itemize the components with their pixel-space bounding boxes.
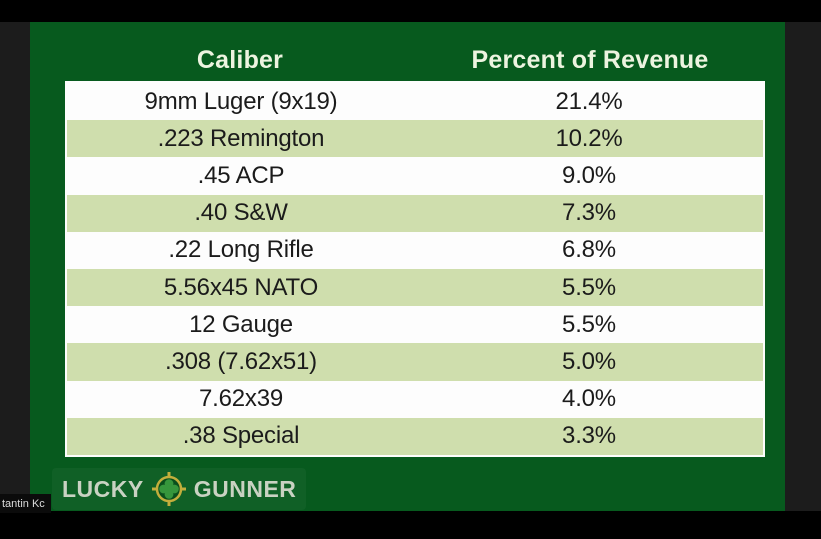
caliber-cell: .45 ACP <box>197 162 285 189</box>
side-gutter-left <box>0 22 30 511</box>
table-row: .22 Long Rifle 6.8% <box>67 231 763 270</box>
caliber-column-header: Caliber <box>196 45 284 74</box>
percent-cell: 6.8% <box>562 236 616 264</box>
table-row: .223 Remington 10.2% <box>67 120 763 158</box>
caliber-cell: .308 (7.62x51) <box>165 348 317 376</box>
table-row: 12 Gauge 5.5% <box>67 306 763 344</box>
caliber-cell: 9mm Luger (9x19) <box>144 87 338 115</box>
screen-share-stage: Caliber Percent of Revenue 9mm Luger (9x… <box>0 22 821 511</box>
table-row: 9mm Luger (9x19) 21.4% <box>67 83 763 121</box>
logo-word-lucky: LUCKY <box>62 475 144 502</box>
participant-name-tag: tantin Kc <box>0 494 51 513</box>
caliber-cell: .22 Long Rifle <box>168 236 314 264</box>
table-header-row: Caliber Percent of Revenue <box>65 42 765 78</box>
percent-cell: 5.0% <box>562 348 616 376</box>
caliber-cell: 7.62x39 <box>198 385 283 413</box>
percent-cell: 7.3% <box>562 199 616 227</box>
percent-cell: 21.4% <box>555 87 623 115</box>
percent-cell: 5.5% <box>562 310 616 338</box>
table-row: 7.62x39 4.0% <box>67 380 763 418</box>
percent-cell: 5.5% <box>562 273 616 301</box>
caliber-cell: .223 Remington <box>157 124 325 152</box>
table-row: .38 Special 3.3% <box>67 417 763 456</box>
percent-column-header: Percent of Revenue <box>471 45 709 74</box>
table-row: .45 ACP 9.0% <box>67 157 763 195</box>
percent-cell: 10.2% <box>555 124 623 152</box>
caliber-cell: 12 Gauge <box>189 310 293 338</box>
table-row: .308 (7.62x51) 5.0% <box>67 343 763 381</box>
letterbox-bottom <box>0 511 821 539</box>
presentation-slide: Caliber Percent of Revenue 9mm Luger (9x… <box>30 22 785 511</box>
table-row: 5.56x45 NATO 5.5% <box>67 269 763 307</box>
caliber-cell: .40 S&W <box>194 199 288 227</box>
revenue-table: 9mm Luger (9x19) 21.4% .223 Remington 10.2%… <box>65 81 765 457</box>
percent-cell: 4.0% <box>562 385 616 413</box>
caliber-cell: 5.56x45 NATO <box>163 273 319 301</box>
percent-cell: 9.0% <box>562 162 616 189</box>
lucky-gunner-logo: LUCKY GUNNER <box>52 468 307 510</box>
letterbox-top <box>0 0 821 22</box>
table-row: .40 S&W 7.3% <box>67 194 763 232</box>
percent-cell: 3.3% <box>562 422 616 450</box>
clover-crosshair-icon <box>151 472 186 506</box>
caliber-cell: .38 Special <box>182 422 300 450</box>
side-gutter-right <box>785 22 821 511</box>
logo-word-gunner: GUNNER <box>193 475 297 502</box>
